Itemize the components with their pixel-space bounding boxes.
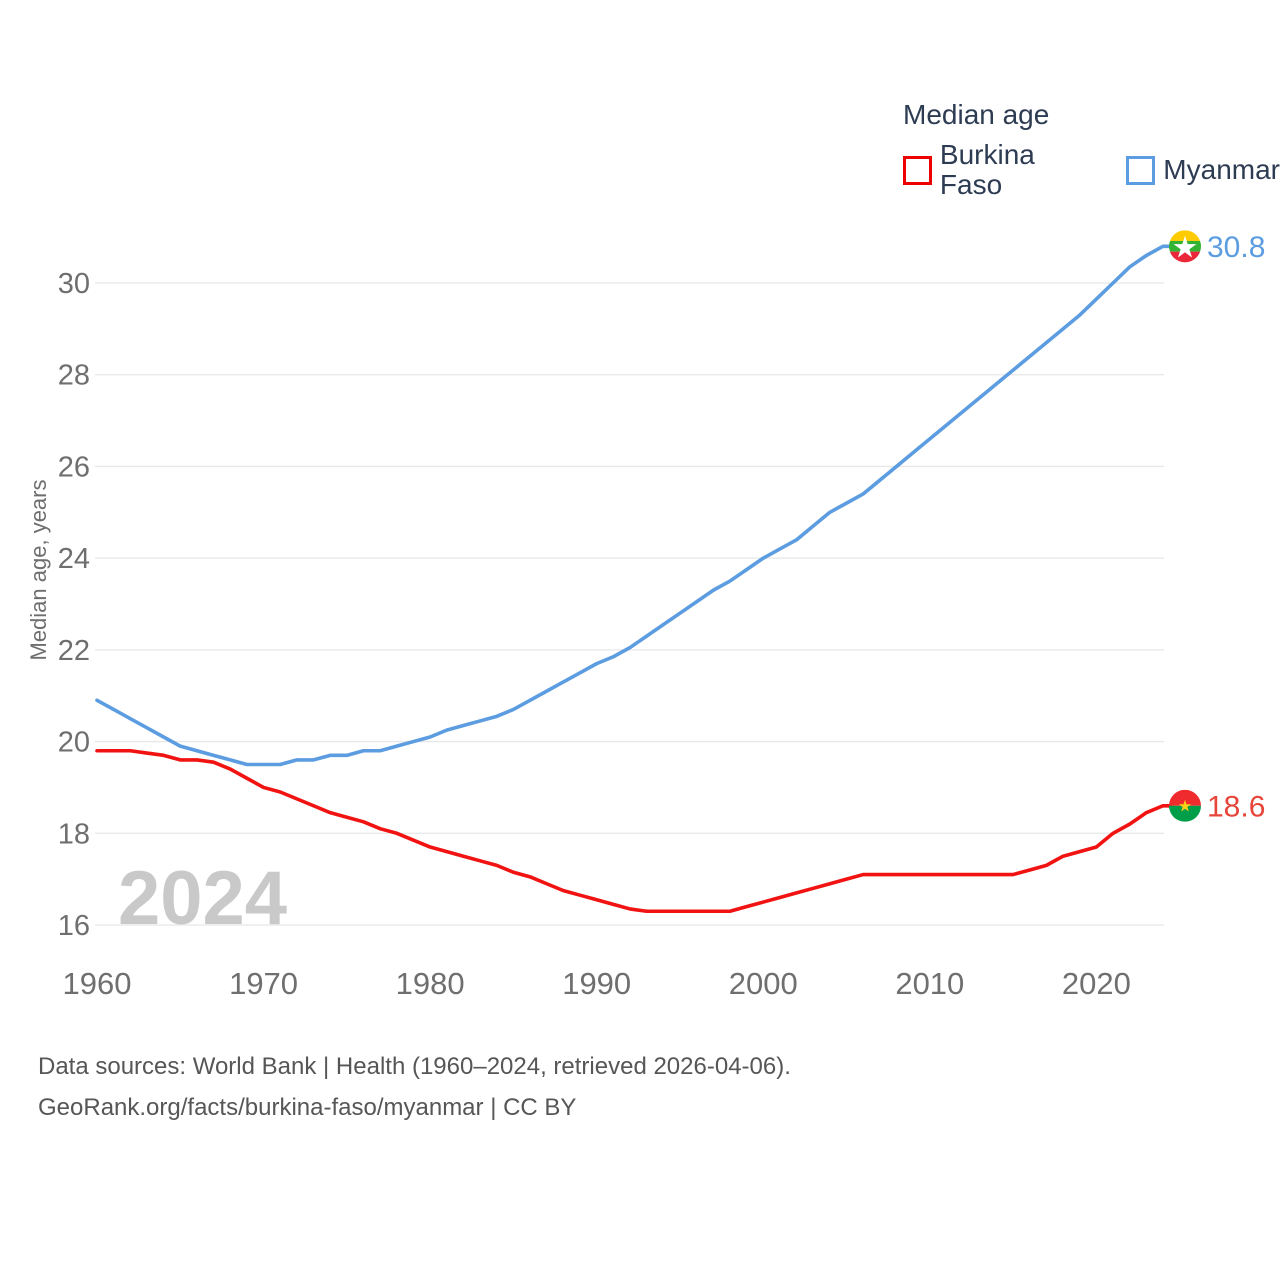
legend-item-myanmar[interactable]: Myanmar: [1126, 155, 1280, 185]
y-tick-label-30: 30: [58, 268, 90, 300]
legend-label-myanmar: Myanmar: [1163, 154, 1280, 185]
x-tick-label-1970: 1970: [229, 966, 298, 1001]
y-tick-label-18: 18: [58, 818, 90, 850]
y-tick-label-24: 24: [58, 543, 90, 575]
series-line-myanmar: [95, 244, 1173, 767]
y-tick-label-16: 16: [58, 910, 90, 942]
x-tick-label-2010: 2010: [895, 966, 964, 1001]
x-tick-label-1980: 1980: [396, 966, 465, 1001]
y-tick-label-26: 26: [58, 451, 90, 483]
y-axis-title: Median age, years: [26, 480, 51, 661]
x-tick-label-1960: 1960: [63, 966, 132, 1001]
legend: Median age Burkina Faso Myanmar: [903, 99, 1280, 200]
series-line-burkina-faso: [95, 748, 1173, 914]
burkina-faso-flag-icon: [1169, 789, 1201, 822]
attribution-text: GeoRank.org/facts/burkina-faso/myanmar |…: [38, 1094, 577, 1121]
myanmar-flag-icon: [1169, 230, 1201, 263]
legend-item-burkina-faso[interactable]: Burkina Faso: [903, 140, 1104, 200]
y-tick-label-28: 28: [58, 360, 90, 392]
legend-title: Median age: [903, 99, 1050, 130]
myanmar-end-value-label: 30.8: [1207, 231, 1265, 264]
x-tick-label-1990: 1990: [562, 966, 631, 1001]
burkina-faso-end-value-label: 18.6: [1207, 790, 1265, 823]
x-tick-label-2020: 2020: [1062, 966, 1131, 1001]
footer: Data sources: World Bank | Health (1960–…: [38, 1046, 791, 1128]
legend-label-burkina-faso: Burkina Faso: [939, 139, 1035, 200]
data-sources-text: Data sources: World Bank | Health (1960–…: [38, 1053, 791, 1080]
burkina-faso-swatch-icon: [903, 155, 932, 185]
myanmar-swatch-icon: [1126, 155, 1156, 185]
x-tick-label-2000: 2000: [729, 966, 798, 1001]
legend-items: Burkina Faso Myanmar: [903, 140, 1280, 200]
y-tick-label-22: 22: [58, 635, 90, 667]
y-tick-label-20: 20: [58, 727, 90, 759]
watermark-year: 2024: [118, 856, 287, 941]
